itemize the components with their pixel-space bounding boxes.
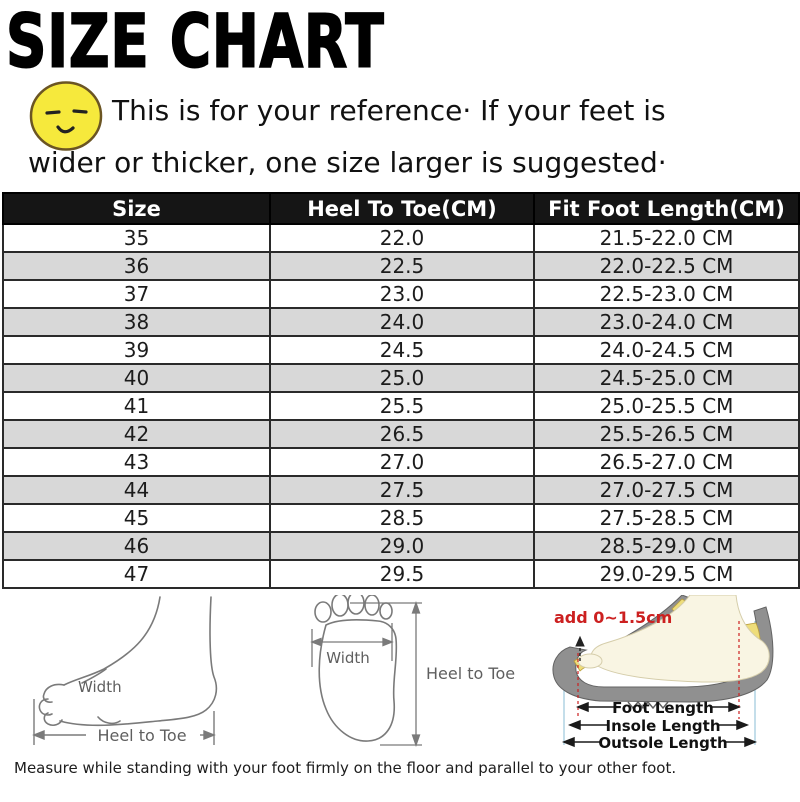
fit-foot-length-cell: 26.5-27.0 CM <box>533 447 800 477</box>
heel-to-toe-dimension <box>32 699 216 745</box>
heel-to-toe-cell: 23.0 <box>269 279 535 309</box>
table-row: 41 25.5 25.0-25.5 CM <box>2 391 800 421</box>
foot-length-guide-lines <box>577 621 740 719</box>
size-cell: 39 <box>2 335 271 365</box>
foot-sole-length-label: Heel to Toe <box>426 664 515 683</box>
table-row: 36 22.5 22.0-22.5 CM <box>2 251 800 281</box>
size-cell: 35 <box>2 223 271 253</box>
fit-foot-length-cell: 29.0-29.5 CM <box>533 559 800 589</box>
col-header-fit-foot-length: Fit Foot Length(CM) <box>533 192 800 225</box>
size-cell: 36 <box>2 251 271 281</box>
foot-length-dimension <box>575 701 742 713</box>
foot-sole-diagram: Width Heel to Toe <box>310 595 515 747</box>
toe-allowance-arrow <box>575 635 585 661</box>
heel-to-toe-cell: 28.5 <box>269 503 535 533</box>
heel-to-toe-cell: 24.5 <box>269 335 535 365</box>
size-cell: 38 <box>2 307 271 337</box>
toe-allowance-label: add 0~1.5cm <box>554 608 672 627</box>
fit-foot-length-cell: 27.5-28.5 CM <box>533 503 800 533</box>
table-row: 37 23.0 22.5-23.0 CM <box>2 279 800 309</box>
heel-to-toe-cell: 25.5 <box>269 391 535 421</box>
table-row: 44 27.5 27.0-27.5 CM <box>2 475 800 505</box>
table-row: 35 22.0 21.5-22.0 CM <box>2 223 800 253</box>
heel-to-toe-cell: 27.5 <box>269 475 535 505</box>
page-title: SIZE CHART <box>5 0 385 84</box>
table-row: 38 24.0 23.0-24.0 CM <box>2 307 800 337</box>
fit-foot-length-cell: 23.0-24.0 CM <box>533 307 800 337</box>
heel-to-toe-cell: 25.0 <box>269 363 535 393</box>
fit-foot-length-cell: 24.5-25.0 CM <box>533 363 800 393</box>
table-row: 47 29.5 29.0-29.5 CM <box>2 559 800 589</box>
fit-foot-length-cell: 25.0-25.5 CM <box>533 391 800 421</box>
size-cell: 45 <box>2 503 271 533</box>
size-cell: 40 <box>2 363 271 393</box>
table-row: 40 25.0 24.5-25.0 CM <box>2 363 800 393</box>
size-cell: 47 <box>2 559 271 589</box>
size-cell: 41 <box>2 391 271 421</box>
shoe-outsole-shape <box>552 606 774 703</box>
table-row: 42 26.5 25.5-26.5 CM <box>2 419 800 449</box>
table-row: 45 28.5 27.5-28.5 CM <box>2 503 800 533</box>
table-row: 43 27.0 26.5-27.0 CM <box>2 447 800 477</box>
size-cell: 37 <box>2 279 271 309</box>
note-line-2: wider or thicker, one size larger is sug… <box>28 146 667 179</box>
size-cell: 43 <box>2 447 271 477</box>
heel-to-toe-cell: 29.0 <box>269 531 535 561</box>
note-line-1: This is for your reference· If your feet… <box>112 94 666 127</box>
fit-foot-length-cell: 22.0-22.5 CM <box>533 251 800 281</box>
col-header-size: Size <box>2 192 271 225</box>
fit-foot-length-cell: 28.5-29.0 CM <box>533 531 800 561</box>
reference-note: This is for your reference· If your feet… <box>0 78 800 190</box>
insole-length-dimension <box>567 719 750 731</box>
insole-length-label: Insole Length <box>605 717 720 735</box>
fit-foot-length-cell: 25.5-26.5 CM <box>533 419 800 449</box>
fit-foot-length-cell: 27.0-27.5 CM <box>533 475 800 505</box>
heel-to-toe-cell: 27.0 <box>269 447 535 477</box>
foot-side-diagram: Width Heel to Toe <box>32 596 218 745</box>
sole-length-dimension <box>350 601 422 747</box>
shoe-length-diagram: add 0~1.5cm Foot Length Insole Length <box>552 595 774 752</box>
size-cell: 46 <box>2 531 271 561</box>
col-header-heel-to-toe: Heel To Toe(CM) <box>269 192 535 225</box>
tread-zigzag <box>627 700 669 710</box>
table-row: 46 29.0 28.5-29.0 CM <box>2 531 800 561</box>
foot-sole-width-label: Width <box>326 649 370 667</box>
big-toe <box>577 653 603 669</box>
table-row: 39 24.5 24.0-24.5 CM <box>2 335 800 365</box>
fit-foot-length-cell: 24.0-24.5 CM <box>533 335 800 365</box>
foot-length-label: Foot Length <box>612 699 714 717</box>
fit-foot-length-cell: 22.5-23.0 CM <box>533 279 800 309</box>
smiley-icon <box>29 81 103 151</box>
heel-to-toe-cell: 26.5 <box>269 419 535 449</box>
heel-to-toe-cell: 22.5 <box>269 251 535 281</box>
foot-inside-shoe <box>590 595 770 683</box>
size-cell: 44 <box>2 475 271 505</box>
heel-to-toe-cell: 24.0 <box>269 307 535 337</box>
outsole-length-dimension <box>561 736 758 748</box>
heel-to-toe-cell: 29.5 <box>269 559 535 589</box>
size-table: Size Heel To Toe(CM) Fit Foot Length(CM)… <box>2 192 800 589</box>
sole-width-dimension <box>310 623 394 667</box>
foot-side-width-label: Width <box>78 678 122 696</box>
outsole-length-label: Outsole Length <box>598 734 727 752</box>
heel-to-toe-cell: 22.0 <box>269 223 535 253</box>
table-header-row: Size Heel To Toe(CM) Fit Foot Length(CM) <box>2 192 800 225</box>
measurement-instruction: Measure while standing with your foot fi… <box>14 759 677 777</box>
measurement-diagrams: Width Heel to Toe <box>0 595 800 755</box>
foot-side-length-label: Heel to Toe <box>97 726 186 745</box>
size-cell: 42 <box>2 419 271 449</box>
fit-foot-length-cell: 21.5-22.0 CM <box>533 223 800 253</box>
